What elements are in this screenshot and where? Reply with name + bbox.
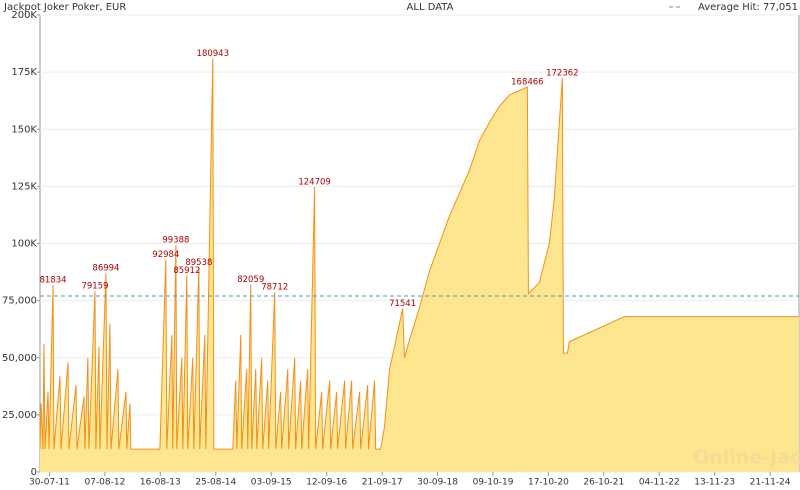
x-tick-label: 07-08-12 bbox=[84, 478, 125, 488]
area bbox=[40, 58, 799, 473]
value-label: 99388 bbox=[162, 235, 189, 245]
y-tick-label: 175K bbox=[11, 67, 37, 78]
y-tick-label: 0 bbox=[31, 467, 37, 478]
y-tick-label: 50,000 bbox=[2, 353, 37, 364]
x-tick-label: 21-11-24 bbox=[750, 478, 791, 488]
chart-subtitle: ALL DATA bbox=[407, 2, 454, 13]
value-label: 85912 bbox=[173, 266, 200, 276]
line bbox=[39, 58, 799, 450]
legend-label: Average Hit: 77,051 bbox=[698, 2, 798, 13]
x-tick-label: 21-09-17 bbox=[362, 478, 403, 488]
x-tick-label: 26-10-21 bbox=[583, 478, 624, 488]
x-tick-label: 16-08-13 bbox=[140, 478, 181, 488]
x-tick-label: 25-08-14 bbox=[195, 478, 236, 488]
y-tick-label: 75,000 bbox=[2, 296, 37, 307]
value-label: 172362 bbox=[546, 69, 578, 79]
value-label: 86994 bbox=[92, 264, 119, 274]
value-label: 168466 bbox=[511, 78, 543, 88]
value-label: 81834 bbox=[40, 276, 67, 286]
y-tick-label: 150K bbox=[11, 124, 37, 135]
value-label: 82059 bbox=[237, 275, 264, 285]
x-tick-label: 04-11-22 bbox=[639, 478, 680, 488]
y-tick-label: 100K bbox=[11, 239, 37, 250]
value-label: 89538 bbox=[185, 258, 212, 268]
x-tick-label: 09-10-19 bbox=[473, 478, 514, 488]
x-tick-label: 30-09-18 bbox=[417, 478, 458, 488]
x-tick-label: 17-10-20 bbox=[528, 478, 569, 488]
value-label: 124709 bbox=[298, 178, 330, 188]
x-tick-label: 30-07-11 bbox=[29, 478, 70, 488]
y-tick-label: 125K bbox=[11, 181, 37, 192]
value-label: 71541 bbox=[389, 299, 416, 309]
x-tick-label: 03-09-15 bbox=[251, 478, 292, 488]
chart-title: Jackpot Joker Poker, EUR bbox=[3, 2, 126, 13]
value-label: 180943 bbox=[197, 49, 229, 59]
value-label: 79159 bbox=[81, 282, 108, 292]
y-tick-label: 200K bbox=[11, 10, 37, 21]
value-label: 92984 bbox=[152, 250, 179, 260]
x-tick-label: 13-11-23 bbox=[694, 478, 735, 488]
value-label: 78712 bbox=[261, 283, 288, 293]
y-tick-label: 25,000 bbox=[2, 410, 37, 421]
x-tick-label: 12-09-16 bbox=[306, 478, 347, 488]
watermark: Online-Jackpots.biz bbox=[693, 447, 800, 469]
